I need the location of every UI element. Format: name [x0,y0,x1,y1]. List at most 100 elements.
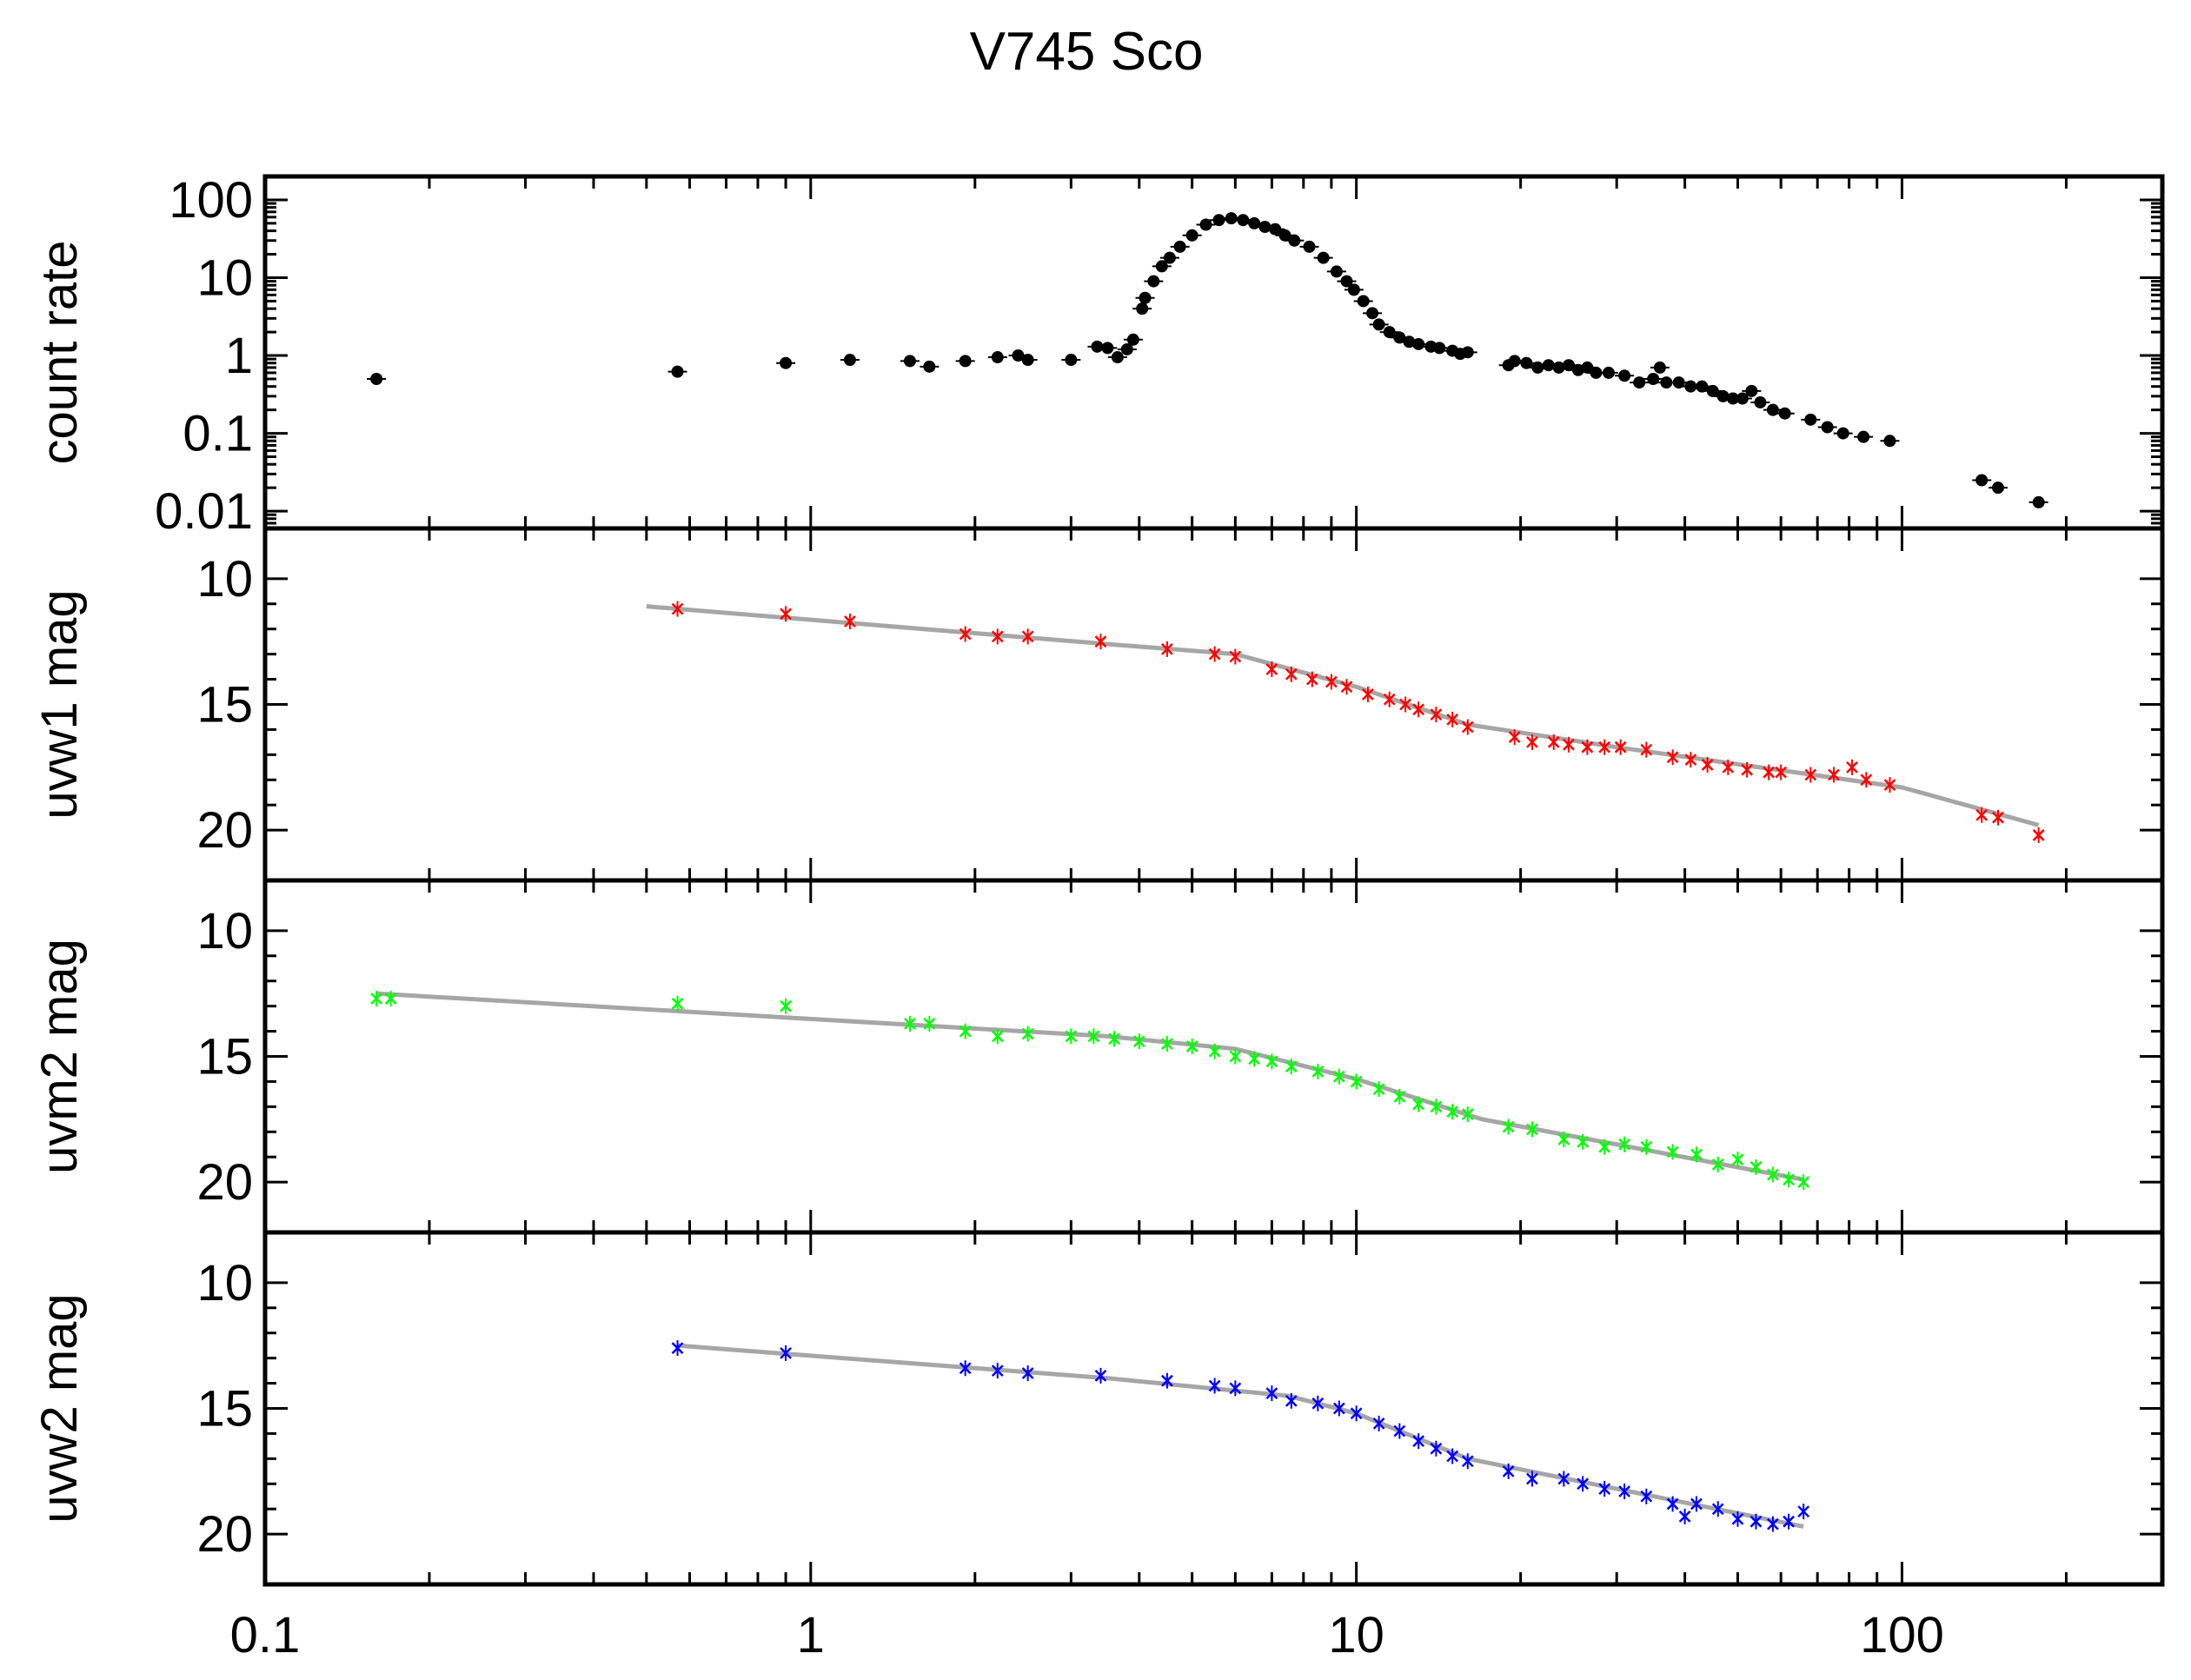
panel-frame-uvm2 [262,878,2165,1235]
data-point [1278,229,1291,242]
data-point [1120,342,1133,355]
data-point [1430,1099,1443,1115]
data-point [1857,430,1870,443]
data-point [1828,767,1840,783]
data-point [1021,1026,1034,1042]
data-point [1618,369,1631,382]
data-point [1021,354,1034,367]
y-tick-label-count-rate: 100 [169,172,253,229]
data-point [1741,761,1754,778]
y-tick-label-uvw1: 20 [196,802,253,859]
data-point [1526,1121,1538,1138]
data-point [1208,1378,1221,1394]
data-point [1542,359,1555,372]
data-point [1975,807,1988,823]
data-point [1461,1453,1474,1470]
data-point [1330,265,1343,278]
data-point [1778,407,1791,420]
data-point [671,995,684,1012]
data-point [780,606,792,622]
data-point [923,1015,936,1032]
data-point [1399,696,1411,713]
data-point [1332,1068,1345,1085]
y-tick-label-count-rate: 1 [225,328,253,384]
y-axis-label-count-rate: count rate [31,241,88,465]
y-tick-label-uvw2: 10 [196,1255,253,1311]
data-point [1797,1174,1810,1191]
data-point [991,1363,1004,1379]
y-axis-label-uvw2: uvw2 mag [31,1293,88,1523]
data-point [1065,1028,1078,1045]
y-tick-label-uvm2: 15 [196,1029,253,1086]
data-point [1229,1048,1242,1065]
data-point [1111,351,1124,364]
data-point [1350,1405,1363,1422]
data-point [1461,719,1474,735]
data-point [1736,392,1749,405]
chart-title: V745 Sco [970,22,1204,82]
data-point [1136,302,1149,315]
data-point [1285,1059,1298,1075]
data-point [991,1028,1004,1045]
data-point [1749,1513,1763,1530]
data-point [1446,1448,1459,1464]
data-point [1763,764,1776,780]
data-point [1508,729,1521,746]
data-point [1372,1415,1385,1431]
data-point [1393,1088,1406,1105]
data-point [1366,307,1379,320]
data-point [1602,366,1615,379]
data-point [1992,809,2004,826]
data-point [780,998,792,1014]
data-point [1237,214,1250,227]
x-axis: 0.1 1 10 100 [230,1607,1944,1663]
data-point [1325,674,1338,690]
data-point [1598,739,1611,755]
data-point [1258,221,1271,234]
data-point [1684,380,1697,393]
data-point [1461,346,1474,359]
data-point [1303,240,1316,253]
data-point [1640,1488,1653,1504]
panel-frame-uvw1 [262,526,2165,883]
data-point [1992,481,2005,495]
data-point [1526,734,1538,750]
y-tick-label-uvm2: 10 [196,903,253,960]
data-point [1139,291,1152,304]
data-point [1731,1511,1744,1527]
data-point [1433,342,1446,355]
data-point [1132,1033,1145,1050]
data-point [1412,701,1425,718]
y-tick-label-uvw2: 15 [196,1381,253,1438]
data-point [1666,1496,1679,1512]
data-point [1208,1043,1221,1059]
data-point [1332,1400,1345,1417]
data-point [1508,355,1521,368]
data-point [1678,1508,1691,1524]
data-point [1021,628,1034,645]
data-point [1265,1385,1278,1402]
data-point [1598,1139,1611,1155]
data-point [1666,1144,1679,1160]
data-point [1846,759,1858,775]
data-point [1383,691,1396,707]
data-point [1531,361,1544,374]
data-point [1557,1471,1570,1487]
data-point [1804,413,1817,426]
data-point [1412,1433,1425,1450]
data-point [1590,366,1603,379]
data-point [1618,1136,1631,1152]
y-axis-label-uvw1: uvw1 mag [31,589,88,819]
data-point [1372,1081,1385,1098]
data-point [1775,764,1788,780]
x-tick-label: 1 [797,1607,825,1663]
data-point [1229,648,1242,665]
data-point [1094,1367,1107,1384]
data-point [1598,1481,1611,1497]
data-point [671,601,684,617]
data-point [1108,1031,1120,1047]
data-point [1577,1476,1590,1492]
panel-count-rate: 0.01 0.1 1 10 100 count rate [31,172,2165,540]
data-point [1021,1365,1034,1381]
